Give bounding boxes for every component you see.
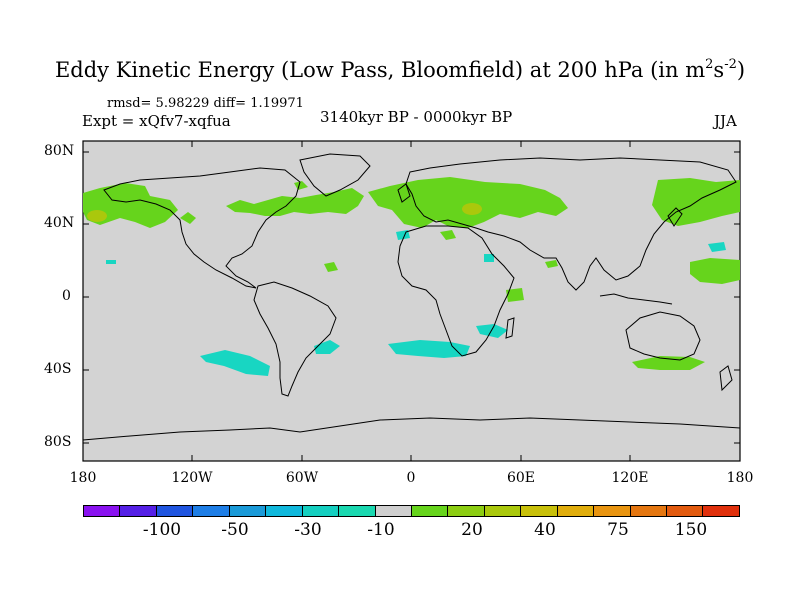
colorbar-swatch (411, 506, 449, 516)
colorbar-label: -100 (142, 520, 182, 540)
colorbar-swatch (229, 506, 267, 516)
australia-coast (625, 311, 701, 361)
season-label: JJA (714, 112, 737, 130)
colorbar-swatch (448, 506, 485, 516)
strong-positive-regions (87, 203, 482, 222)
coastlines (82, 153, 741, 441)
colorbar-label: -50 (221, 520, 249, 540)
colorbar-swatch (156, 506, 194, 516)
colorbar-swatch (193, 506, 230, 516)
colorbar-swatch (594, 506, 631, 516)
south-america-coast (253, 281, 337, 397)
greenland-coast (299, 153, 371, 197)
x-tick-label: 0 (406, 470, 416, 486)
north-america-coast (103, 167, 301, 289)
x-tick-label: 60E (506, 470, 536, 486)
antarctica-coast (82, 417, 741, 441)
map-title: Eddy Kinetic Energy (Low Pass, Bloomfiel… (54, 57, 746, 82)
japan-coast (667, 207, 683, 227)
colorbar-swatch (302, 506, 340, 516)
colorbar-swatch (703, 506, 739, 516)
colorbar-label: -10 (367, 520, 395, 540)
colorbar-swatch (484, 506, 522, 516)
colorbar-swatch (120, 506, 157, 516)
colorbar-swatch (84, 506, 121, 516)
experiment-label: Expt = xQfv7-xqfua (82, 112, 231, 130)
colorbar-label: 150 (674, 520, 708, 540)
indonesia-coast (599, 293, 673, 305)
y-tick-label: 0 (62, 288, 71, 304)
y-tick-label: 40S (44, 361, 72, 377)
x-tick-label: 120W (171, 470, 213, 486)
british-isles-coast (397, 183, 411, 203)
africa-coast (397, 225, 515, 357)
stats-label: rmsd= 5.98229 diff= 1.19971 (107, 96, 304, 111)
x-tick-label: 180 (726, 470, 754, 486)
eurasia-coast (405, 157, 737, 291)
colorbar-swatch (339, 506, 376, 516)
colorbar (83, 505, 740, 517)
colorbar-swatch (375, 506, 412, 516)
colorbar-swatch (630, 506, 667, 516)
y-tick-label: 80S (44, 434, 72, 450)
axis-ticks (82, 141, 741, 461)
colorbar-swatch (557, 506, 595, 516)
colorbar-label: 75 (607, 520, 629, 540)
x-tick-label: 180 (69, 470, 97, 486)
negative-anomaly-regions (106, 230, 726, 376)
colorbar-label: -30 (294, 520, 322, 540)
colorbar-swatch (521, 506, 558, 516)
colorbar-label: 40 (534, 520, 556, 540)
colorbar-label: 20 (461, 520, 483, 540)
period-label: 3140kyr BP - 0000kyr BP (320, 108, 513, 126)
x-tick-label: 120E (611, 470, 649, 486)
x-tick-label: 60W (285, 470, 319, 486)
y-tick-label: 40N (44, 215, 75, 231)
y-tick-label: 80N (44, 143, 75, 159)
new-zealand-coast (719, 365, 733, 392)
colorbar-swatch (667, 506, 704, 516)
madagascar-coast (505, 317, 515, 339)
colorbar-swatch (266, 506, 303, 516)
